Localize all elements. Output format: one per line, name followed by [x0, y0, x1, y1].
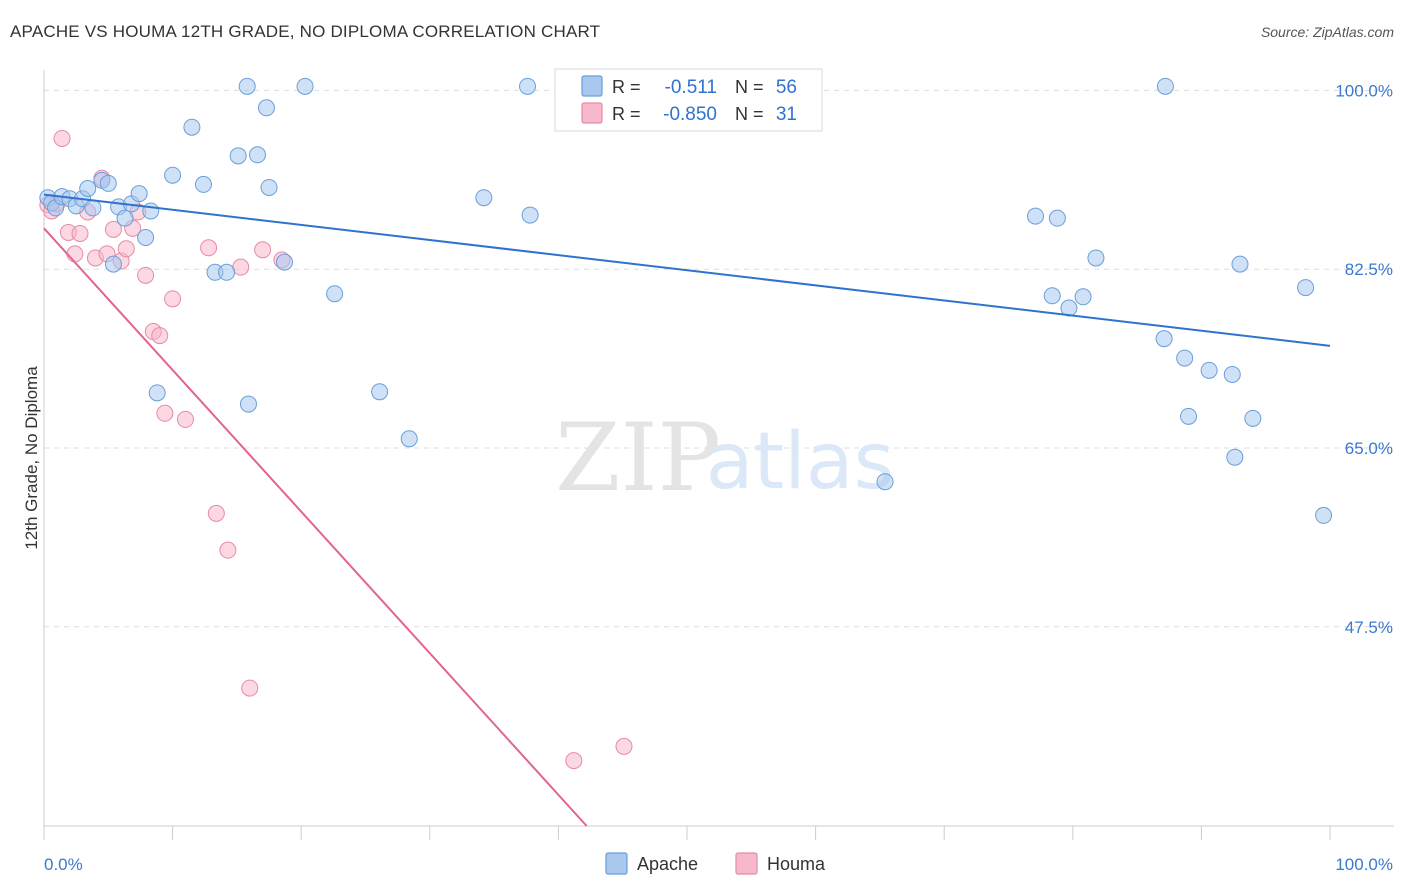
apache-point: [519, 77, 537, 95]
apache-point: [1223, 365, 1241, 383]
houma-point: [176, 410, 194, 428]
ticks-layer: 100.0% 82.5% 65.0% 47.5% 0.0% 100.0%: [44, 81, 1393, 874]
stats-houma-n-label: N =: [735, 104, 764, 124]
apache-point: [1176, 349, 1194, 367]
apache-point: [148, 384, 166, 402]
houma-point: [164, 290, 182, 308]
stats-apache-n-label: N =: [735, 77, 764, 97]
apache-points: [39, 77, 1333, 524]
legend-houma-label: Houma: [767, 854, 826, 874]
stats-apache-swatch: [581, 75, 603, 97]
x-tick-label: 0.0%: [44, 855, 83, 874]
apache-point: [104, 255, 122, 273]
apache-point: [229, 147, 247, 165]
apache-point: [1226, 448, 1244, 466]
houma-trend-line: [43, 227, 588, 827]
stats-houma-r-value: -0.850: [663, 104, 717, 125]
houma-point: [156, 404, 174, 422]
apache-point: [194, 175, 212, 193]
houma-point: [71, 224, 89, 242]
bottom-legend: Apache Houma: [605, 852, 826, 875]
apache-point: [475, 189, 493, 207]
apache-point: [79, 180, 97, 198]
stats-apache-r-value: -0.511: [665, 77, 717, 98]
apache-point: [1156, 77, 1174, 95]
axes-layer: [43, 70, 1394, 840]
apache-point: [1200, 361, 1218, 379]
apache-point: [1231, 255, 1249, 273]
y-tick-label: 100.0%: [1335, 81, 1393, 100]
houma-point: [104, 220, 122, 238]
apache-point: [371, 383, 389, 401]
y-tick-label: 65.0%: [1345, 439, 1393, 458]
apache-point: [1043, 287, 1061, 305]
apache-point: [1180, 407, 1198, 425]
apache-point: [296, 77, 314, 95]
chart-title: APACHE VS HOUMA 12TH GRADE, NO DIPLOMA C…: [10, 22, 601, 41]
y-tick-label: 47.5%: [1345, 618, 1393, 637]
stats-legend: R = -0.511 N = 56 R = -0.850 N = 31: [554, 68, 823, 132]
houma-point: [207, 504, 225, 522]
houma-point: [53, 129, 71, 147]
apache-point: [275, 253, 293, 271]
apache-point: [1297, 279, 1315, 297]
apache-point: [116, 209, 134, 227]
apache-point: [1155, 330, 1173, 348]
houma-point: [254, 241, 272, 259]
houma-point: [66, 245, 84, 263]
stats-houma-swatch: [581, 102, 603, 124]
houma-point: [200, 239, 218, 257]
apache-point: [1048, 209, 1066, 227]
stats-apache-n-value: 56: [776, 77, 797, 98]
houma-point: [219, 541, 237, 559]
apache-point: [248, 146, 266, 164]
apache-point: [1087, 249, 1105, 267]
legend-apache-label: Apache: [637, 854, 698, 874]
apache-point: [1074, 288, 1092, 306]
apache-point: [218, 263, 236, 281]
houma-point: [615, 737, 633, 755]
source-credit: Source: ZipAtlas.com: [1260, 24, 1394, 40]
apache-point: [521, 206, 539, 224]
y-tick-label: 82.5%: [1345, 260, 1393, 279]
legend-apache-swatch: [605, 852, 628, 875]
apache-point: [164, 166, 182, 184]
apache-point: [137, 229, 155, 247]
apache-point: [239, 395, 257, 413]
stats-houma-n-value: 31: [776, 104, 797, 125]
apache-point: [142, 202, 160, 220]
houma-point: [117, 240, 135, 258]
watermark: ZIP atlas: [555, 404, 894, 513]
watermark-atlas: atlas: [706, 417, 895, 507]
apache-point: [238, 77, 256, 95]
apache-point: [260, 178, 278, 196]
apache-point: [1027, 207, 1045, 225]
houma-point: [232, 258, 250, 276]
watermark-zip: ZIP: [555, 404, 721, 513]
apache-point: [400, 430, 418, 448]
apache-point: [1244, 409, 1262, 427]
houma-points: [39, 129, 633, 770]
apache-point: [326, 285, 344, 303]
apache-point: [876, 473, 894, 491]
x-tick-label: 100.0%: [1335, 855, 1393, 874]
apache-trend-line: [43, 193, 1331, 347]
apache-point: [84, 199, 102, 217]
apache-point: [1315, 506, 1333, 524]
houma-point: [565, 752, 583, 770]
houma-point: [241, 679, 259, 697]
apache-point: [99, 174, 117, 192]
trend-layer: [43, 193, 1331, 827]
apache-point: [130, 185, 148, 203]
stats-houma-r-label: R =: [612, 104, 641, 124]
y-axis-label: 12th Grade, No Diploma: [22, 366, 41, 550]
houma-point: [151, 327, 169, 345]
legend-houma-swatch: [735, 852, 758, 875]
houma-point: [137, 266, 155, 284]
stats-apache-r-label: R =: [612, 77, 641, 97]
apache-point: [257, 99, 275, 117]
apache-point: [183, 118, 201, 136]
